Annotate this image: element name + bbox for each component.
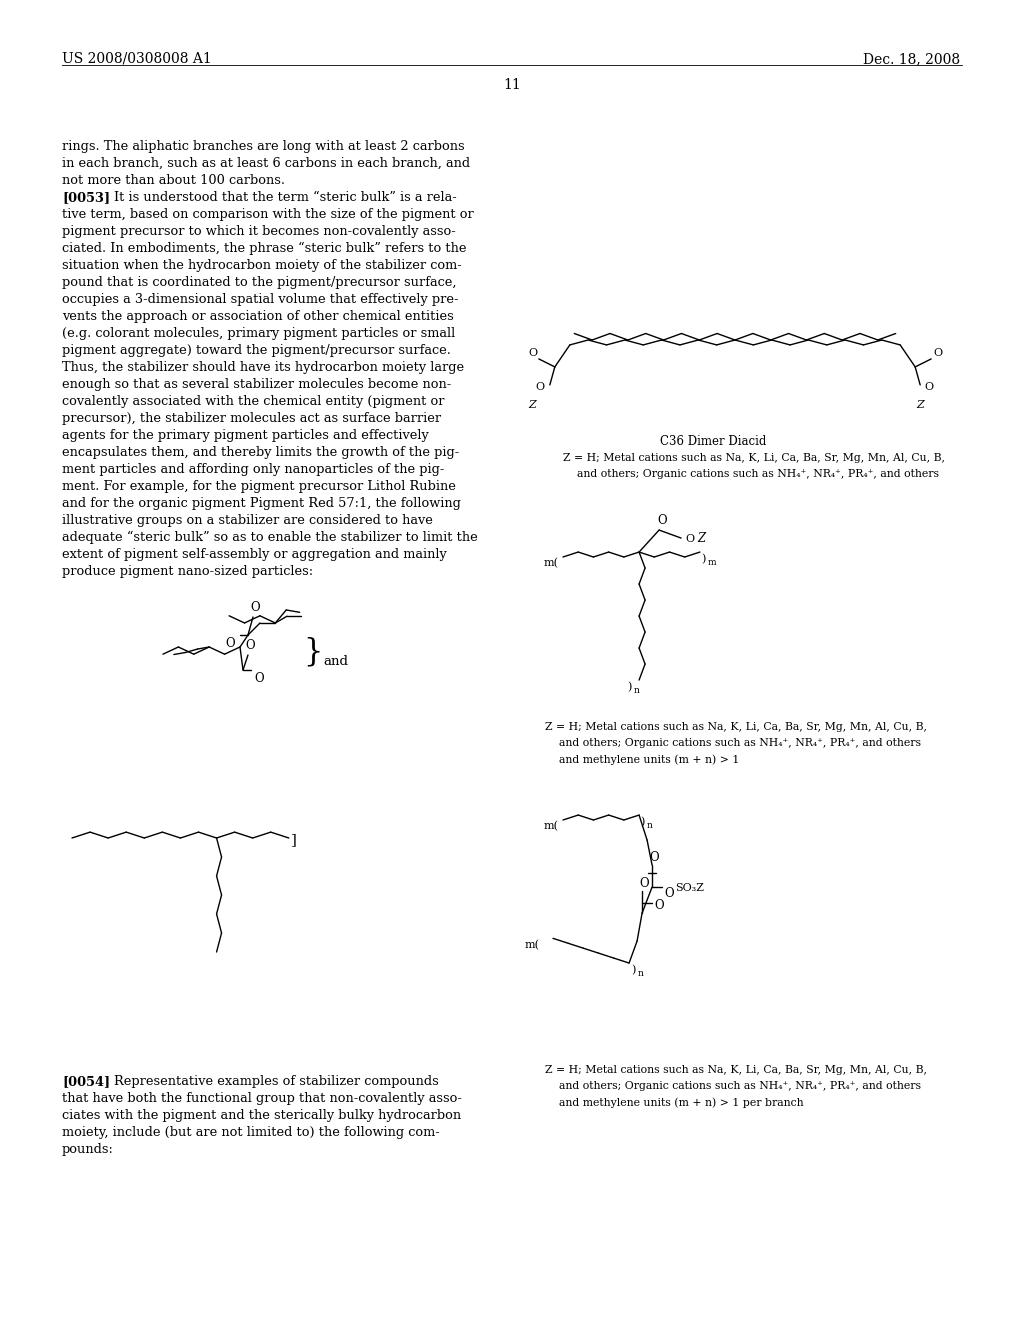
Text: O: O xyxy=(536,381,545,392)
Text: }: } xyxy=(303,636,323,668)
Text: adequate “steric bulk” so as to enable the stabilizer to limit the: adequate “steric bulk” so as to enable t… xyxy=(62,531,478,544)
Text: m: m xyxy=(708,558,717,568)
Text: 11: 11 xyxy=(503,78,521,92)
Text: Dec. 18, 2008: Dec. 18, 2008 xyxy=(863,51,961,66)
Text: and others; Organic cations such as NH₄⁺, NR₄⁺, PR₄⁺, and others: and others; Organic cations such as NH₄⁺… xyxy=(563,469,939,479)
Text: m(: m( xyxy=(544,558,559,569)
Text: n: n xyxy=(647,821,653,830)
Text: O: O xyxy=(654,899,664,912)
Text: and others; Organic cations such as NH₄⁺, NR₄⁺, PR₄⁺, and others: and others; Organic cations such as NH₄⁺… xyxy=(545,1081,921,1092)
Text: O: O xyxy=(649,851,658,865)
Text: pigment precursor to which it becomes non-covalently asso-: pigment precursor to which it becomes no… xyxy=(62,224,456,238)
Text: [0054]: [0054] xyxy=(62,1074,111,1088)
Text: not more than about 100 carbons.: not more than about 100 carbons. xyxy=(62,174,285,187)
Text: m(: m( xyxy=(525,940,540,950)
Text: ment particles and affording only nanoparticles of the pig-: ment particles and affording only nanopa… xyxy=(62,463,444,477)
Text: and methylene units (m + n) > 1 per branch: and methylene units (m + n) > 1 per bran… xyxy=(545,1097,804,1107)
Text: pound that is coordinated to the pigment/precursor surface,: pound that is coordinated to the pigment… xyxy=(62,276,457,289)
Text: O: O xyxy=(685,535,694,544)
Text: SO₃Z: SO₃Z xyxy=(675,883,703,894)
Text: occupies a 3-dimensional spatial volume that effectively pre-: occupies a 3-dimensional spatial volume … xyxy=(62,293,459,306)
Text: ciated. In embodiments, the phrase “steric bulk” refers to the: ciated. In embodiments, the phrase “ster… xyxy=(62,242,467,255)
Text: US 2008/0308008 A1: US 2008/0308008 A1 xyxy=(62,51,212,66)
Text: Z: Z xyxy=(527,400,536,411)
Text: vents the approach or association of other chemical entities: vents the approach or association of oth… xyxy=(62,310,454,323)
Text: ment. For example, for the pigment precursor Lithol Rubine: ment. For example, for the pigment precu… xyxy=(62,480,456,492)
Text: and others; Organic cations such as NH₄⁺, NR₄⁺, PR₄⁺, and others: and others; Organic cations such as NH₄⁺… xyxy=(545,738,921,748)
Text: extent of pigment self-assembly or aggregation and mainly: extent of pigment self-assembly or aggre… xyxy=(62,548,446,561)
Text: in each branch, such as at least 6 carbons in each branch, and: in each branch, such as at least 6 carbo… xyxy=(62,157,470,170)
Text: Z = H; Metal cations such as Na, K, Li, Ca, Ba, Sr, Mg, Mn, Al, Cu, B,: Z = H; Metal cations such as Na, K, Li, … xyxy=(545,722,927,733)
Text: (e.g. colorant molecules, primary pigment particles or small: (e.g. colorant molecules, primary pigmen… xyxy=(62,327,456,341)
Text: [0053]: [0053] xyxy=(62,191,111,205)
Text: precursor), the stabilizer molecules act as surface barrier: precursor), the stabilizer molecules act… xyxy=(62,412,441,425)
Text: Z: Z xyxy=(916,400,924,411)
Text: O: O xyxy=(250,601,260,614)
Text: rings. The aliphatic branches are long with at least 2 carbons: rings. The aliphatic branches are long w… xyxy=(62,140,465,153)
Text: O: O xyxy=(245,639,255,652)
Text: situation when the hydrocarbon moiety of the stabilizer com-: situation when the hydrocarbon moiety of… xyxy=(62,259,462,272)
Text: O: O xyxy=(528,348,538,358)
Text: Thus, the stabilizer should have its hydrocarbon moiety large: Thus, the stabilizer should have its hyd… xyxy=(62,360,464,374)
Text: O: O xyxy=(933,348,942,358)
Text: and methylene units (m + n) > 1: and methylene units (m + n) > 1 xyxy=(545,754,739,764)
Text: O: O xyxy=(665,887,674,900)
Text: pigment aggregate) toward the pigment/precursor surface.: pigment aggregate) toward the pigment/pr… xyxy=(62,345,451,356)
Text: enough so that as several stabilizer molecules become non-: enough so that as several stabilizer mol… xyxy=(62,378,452,391)
Text: O: O xyxy=(639,876,649,890)
Text: m(: m( xyxy=(544,821,559,832)
Text: Representative examples of stabilizer compounds: Representative examples of stabilizer co… xyxy=(114,1074,438,1088)
Text: and: and xyxy=(323,655,348,668)
Text: encapsulates them, and thereby limits the growth of the pig-: encapsulates them, and thereby limits th… xyxy=(62,446,459,459)
Text: that have both the functional group that non-covalently asso-: that have both the functional group that… xyxy=(62,1092,462,1105)
Text: C36 Dimer Diacid: C36 Dimer Diacid xyxy=(660,436,766,447)
Text: illustrative groups on a stabilizer are considered to have: illustrative groups on a stabilizer are … xyxy=(62,513,433,527)
Text: ): ) xyxy=(627,682,632,693)
Text: moiety, include (but are not limited to) the following com-: moiety, include (but are not limited to)… xyxy=(62,1126,439,1139)
Text: Z = H; Metal cations such as Na, K, Li, Ca, Ba, Sr, Mg, Mn, Al, Cu, B,: Z = H; Metal cations such as Na, K, Li, … xyxy=(545,1065,927,1074)
Text: O: O xyxy=(925,381,933,392)
Text: agents for the primary pigment particles and effectively: agents for the primary pigment particles… xyxy=(62,429,429,442)
Text: tive term, based on comparison with the size of the pigment or: tive term, based on comparison with the … xyxy=(62,209,474,220)
Text: ): ) xyxy=(631,965,636,975)
Text: O: O xyxy=(254,672,264,685)
Text: pounds:: pounds: xyxy=(62,1143,114,1156)
Text: ): ) xyxy=(640,817,644,828)
Text: O: O xyxy=(225,638,234,649)
Text: and for the organic pigment Pigment Red 57:1, the following: and for the organic pigment Pigment Red … xyxy=(62,498,461,510)
Text: Z = H; Metal cations such as Na, K, Li, Ca, Ba, Sr, Mg, Mn, Al, Cu, B,: Z = H; Metal cations such as Na, K, Li, … xyxy=(563,453,945,463)
Text: ]: ] xyxy=(291,833,297,847)
Text: produce pigment nano-sized particles:: produce pigment nano-sized particles: xyxy=(62,565,313,578)
Text: n: n xyxy=(638,969,644,978)
Text: It is understood that the term “steric bulk” is a rela-: It is understood that the term “steric b… xyxy=(114,191,457,205)
Text: covalently associated with the chemical entity (pigment or: covalently associated with the chemical … xyxy=(62,395,444,408)
Text: n: n xyxy=(634,686,640,696)
Text: Z: Z xyxy=(697,532,706,545)
Text: ciates with the pigment and the sterically bulky hydrocarbon: ciates with the pigment and the sterical… xyxy=(62,1109,461,1122)
Text: ): ) xyxy=(701,554,706,565)
Text: O: O xyxy=(657,513,667,527)
